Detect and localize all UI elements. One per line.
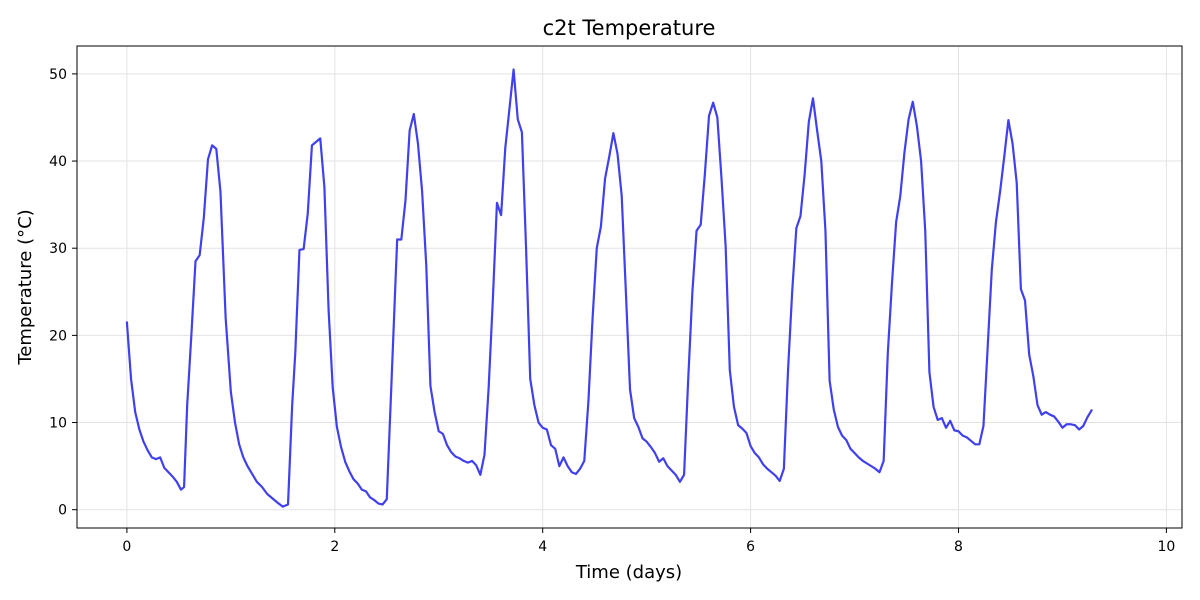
- y-axis-label: Temperature (°C): [15, 209, 36, 365]
- y-tick-label: 0: [58, 503, 67, 519]
- y-tick-label: 10: [49, 416, 67, 432]
- x-tick-label: 6: [746, 539, 755, 555]
- y-tick-label: 50: [49, 67, 67, 83]
- grid-lines: [77, 46, 1182, 528]
- chart-title: c2t Temperature: [543, 16, 716, 40]
- y-tick-label: 40: [49, 154, 67, 170]
- x-tick-label: 2: [330, 539, 339, 555]
- y-axis-ticks: 0 10 20 30 40 50: [49, 67, 77, 519]
- series-line-c2t: [125, 68, 1093, 508]
- x-tick-label: 4: [538, 539, 547, 555]
- x-axis-ticks: 0 2 4 6 8 10: [122, 528, 1175, 555]
- plot-area-frame: [76, 45, 1183, 529]
- series-layer: [125, 68, 1093, 508]
- x-tick-label: 10: [1157, 539, 1175, 555]
- y-tick-label: 30: [49, 241, 67, 257]
- x-tick-label: 8: [954, 539, 963, 555]
- x-tick-label: 0: [122, 539, 131, 555]
- x-axis-label: Time (days): [575, 562, 682, 583]
- y-tick-label: 20: [49, 328, 67, 344]
